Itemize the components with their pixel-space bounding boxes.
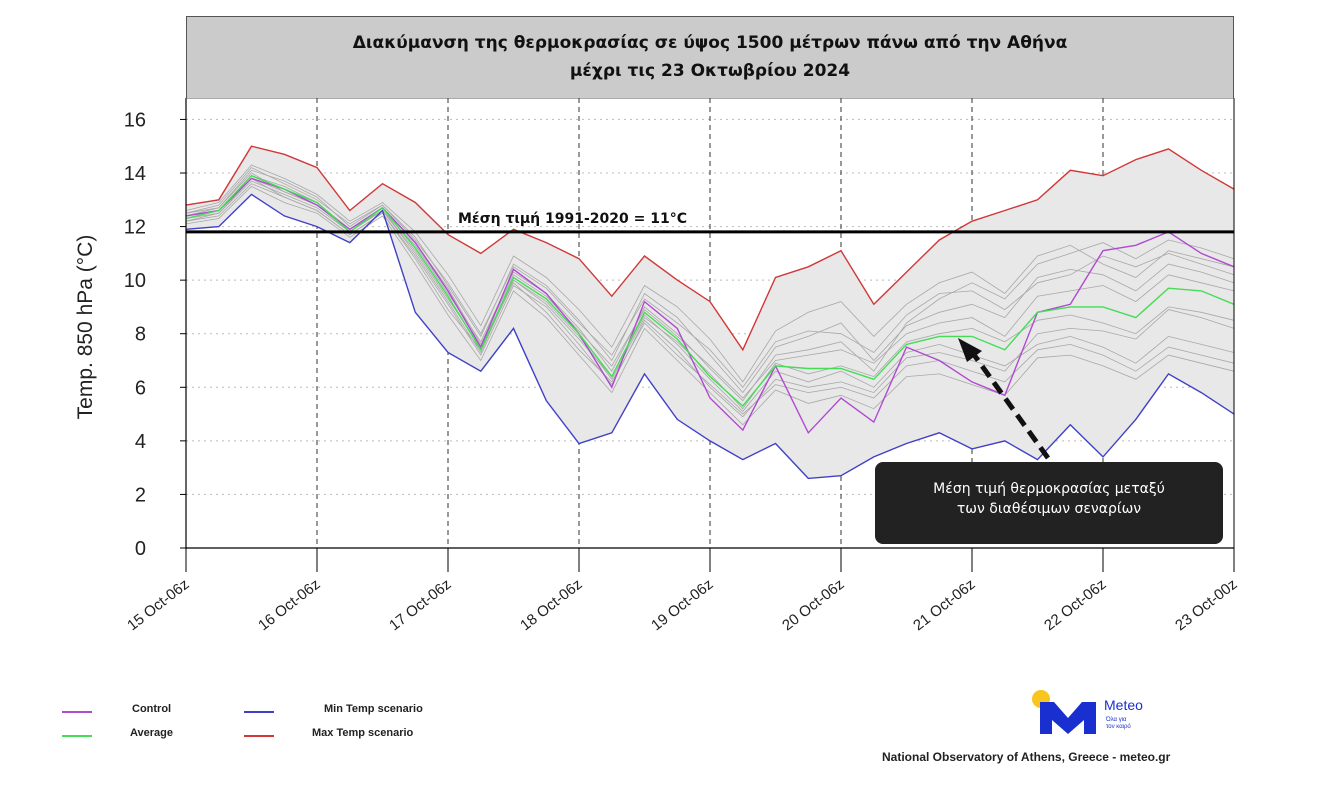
- series-line-control: [185, 177, 1235, 435]
- member-line-6: [185, 185, 1235, 426]
- x-tick-label-5: 20 Oct-06z: [779, 576, 847, 635]
- member-line-9: [185, 169, 1235, 388]
- legend-label-max: Max Temp scenario: [312, 727, 414, 739]
- y-tick-label-12: 12: [124, 217, 146, 239]
- chart-title-box: Διακύμανση της θερμοκρασίας σε ύψος 1500…: [186, 16, 1234, 98]
- legend-swatch-control: [62, 711, 92, 713]
- legend-swatch-min: [244, 711, 274, 713]
- member-line-8: [185, 177, 1235, 415]
- meteo-logo: Meteo Όλα για τον καιρό: [1032, 690, 1143, 734]
- series-line-average: [185, 174, 1235, 408]
- y-tick-label-14: 14: [124, 163, 146, 185]
- x-tick-label-7: 22 Oct-06z: [1041, 576, 1109, 635]
- logo-name: Meteo: [1104, 697, 1143, 713]
- annotation-arrow-layer: [958, 338, 1051, 460]
- chart-legend: Control Average Min Temp scenario Max Te…: [62, 703, 502, 753]
- annotation-line-1: Μέση τιμή θερμοκρασίας μεταξύ: [933, 481, 1165, 497]
- legend-swatch-average: [62, 735, 92, 737]
- legend-label-average: Average: [130, 727, 174, 739]
- member-line-1: [185, 167, 1235, 394]
- annotation-arrow-shaft: [969, 350, 1051, 460]
- x-tick-label-1: 16 Oct-06z: [255, 576, 323, 635]
- logo-tagline-2: τον καιρό: [1106, 723, 1131, 730]
- x-tick-label-3: 18 Oct-06z: [517, 576, 585, 635]
- logo-m-icon: [1040, 702, 1096, 734]
- y-tick-label-16: 16: [124, 109, 146, 131]
- series-line-max: [185, 145, 1235, 352]
- x-tick-label-4: 19 Oct-06z: [648, 576, 716, 635]
- x-tick-label-0: 15 Oct-06z: [124, 576, 192, 635]
- x-tick-label-2: 17 Oct-06z: [386, 576, 454, 635]
- annotation-box: Μέση τιμή θερμοκρασίας μεταξύ των διαθέσ…: [875, 462, 1223, 544]
- y-tick-label-10: 10: [124, 270, 146, 292]
- y-axis-label: Temp. 850 hPa (°C): [74, 235, 97, 420]
- y-tick-label-0: 0: [135, 538, 146, 560]
- legend-label-control: Control: [132, 703, 172, 715]
- x-tick-label-8: 23 Oct-00z: [1172, 576, 1240, 635]
- climatology-layer: Μέση τιμή 1991-2020 = 11°C: [186, 211, 1234, 234]
- logo-tagline-1: Όλα για: [1105, 717, 1127, 723]
- annotation-arrow-head: [958, 338, 982, 362]
- credit-text: National Observatory of Athens, Greece -…: [882, 750, 1171, 764]
- y-tick-label-6: 6: [135, 377, 146, 399]
- annotation-line-2: των διαθέσιμων σεναρίων: [956, 501, 1142, 517]
- legend-swatch-max: [244, 735, 274, 737]
- chart-title-line-1: Διακύμανση της θερμοκρασίας σε ύψος 1500…: [352, 33, 1068, 53]
- ensemble-envelope: [186, 146, 1234, 479]
- legend-label-min: Min Temp scenario: [324, 703, 423, 715]
- y-tick-label-8: 8: [135, 324, 146, 346]
- member-line-5: [185, 164, 1235, 383]
- member-line-10: [185, 177, 1235, 410]
- y-tick-label-2: 2: [135, 484, 146, 506]
- envelope-layer: [186, 146, 1234, 479]
- chart-title-line-2: μέχρι τις 23 Οκτωβρίου 2024: [569, 61, 851, 81]
- y-tick-label-4: 4: [135, 431, 146, 453]
- x-tick-label-6: 21 Oct-06z: [910, 576, 978, 635]
- climatology-label: Μέση τιμή 1991-2020 = 11°C: [458, 211, 687, 227]
